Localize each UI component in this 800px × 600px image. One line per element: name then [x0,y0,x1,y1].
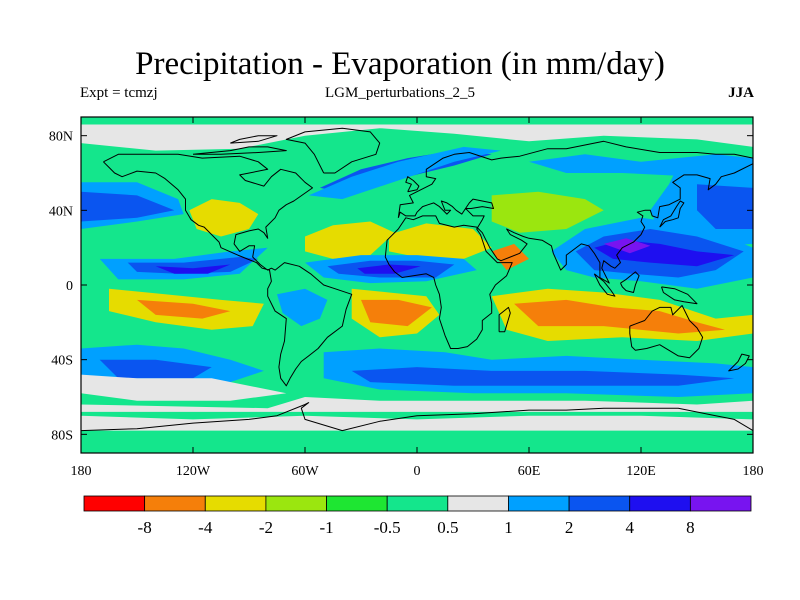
region-asia-interior-dry [491,191,604,233]
region-e-pacific-itcz-mid [127,257,259,274]
x-tick-label: 120E [626,464,656,479]
coastline [81,402,753,432]
coastline [384,140,753,349]
coastline [593,273,616,297]
region-sh-storm-2 [351,367,735,386]
y-tick-label: 80S [51,428,73,443]
dataset-label: LGM_perturbations_2_5 [325,85,475,101]
chart-title: Precipitation - Evaporation (in mm/day) [135,46,665,82]
x-tick-label: 0 [414,464,421,479]
colorbar-label: -8 [138,518,152,537]
colorbar-label: 8 [686,518,695,537]
region-arctic-land [81,124,753,151]
region-n-atlantic-dry [305,221,395,259]
region-atlantic-itcz-core [357,264,421,274]
coastline [230,135,278,144]
colorbar-swatch [689,495,752,512]
region-n-pacific-inner [697,184,753,229]
experiment-label: Expt = tcmzj [80,85,158,101]
region-indian-ocean-drier [514,299,725,334]
colorbar-swatch [83,495,146,512]
colorbar-swatch [447,495,509,512]
colorbar-swatch [326,495,388,512]
coastline [661,286,698,305]
region-e-pacific-sh-drier [137,299,231,319]
colorbar-label: -2 [259,518,273,537]
coastline [285,127,381,174]
y-tick-label: 40S [51,354,73,369]
coastline [728,353,750,372]
y-tick-label: 40N [49,204,73,219]
x-tick-label: 60E [518,464,541,479]
colorbar-swatch [386,495,449,512]
colorbar-label: 4 [625,518,634,537]
region-sahara-dry [389,223,492,259]
colorbar-label: 2 [565,518,574,537]
region-s-america-wet [277,288,328,327]
coastline [629,305,704,359]
season-label: JJA [728,85,754,101]
colorbar-swatch [508,495,570,512]
x-tick-label: 60W [291,464,319,479]
colorbar-label: -1 [319,518,333,537]
colorbar-swatch [629,495,691,512]
region-s-atlantic-drier [361,299,432,327]
region-ne-pacific-storm [81,191,175,222]
y-tick-label: 80N [49,130,73,145]
colorbar-swatch [144,495,206,512]
region-s-ocean-grey-1 [81,374,287,401]
coastline [498,306,511,333]
coastline [103,153,353,387]
colorbar-swatch [568,495,631,512]
colorbar-swatch [204,495,267,512]
region-us-dry [189,199,259,237]
region-e-pacific-itcz-core [155,264,231,274]
region-s-ocean-grey-2 [81,397,753,412]
colorbar-label: -0.5 [374,518,401,537]
region-sh-storm-1 [99,359,212,379]
x-tick-label: 180 [71,464,92,479]
x-tick-label: 180 [743,464,764,479]
colorbar-label: 0.5 [437,518,458,537]
colorbar-label: -4 [198,518,213,537]
colorbar-swatch [265,495,327,512]
coastline [659,200,685,228]
colorbar-label: 1 [504,518,513,537]
coastline [405,176,420,193]
coastline [620,271,640,293]
x-tick-label: 120W [176,464,211,479]
coastline [192,146,287,155]
region-n-atlantic-light [308,146,501,200]
y-tick-label: 0 [66,279,73,294]
